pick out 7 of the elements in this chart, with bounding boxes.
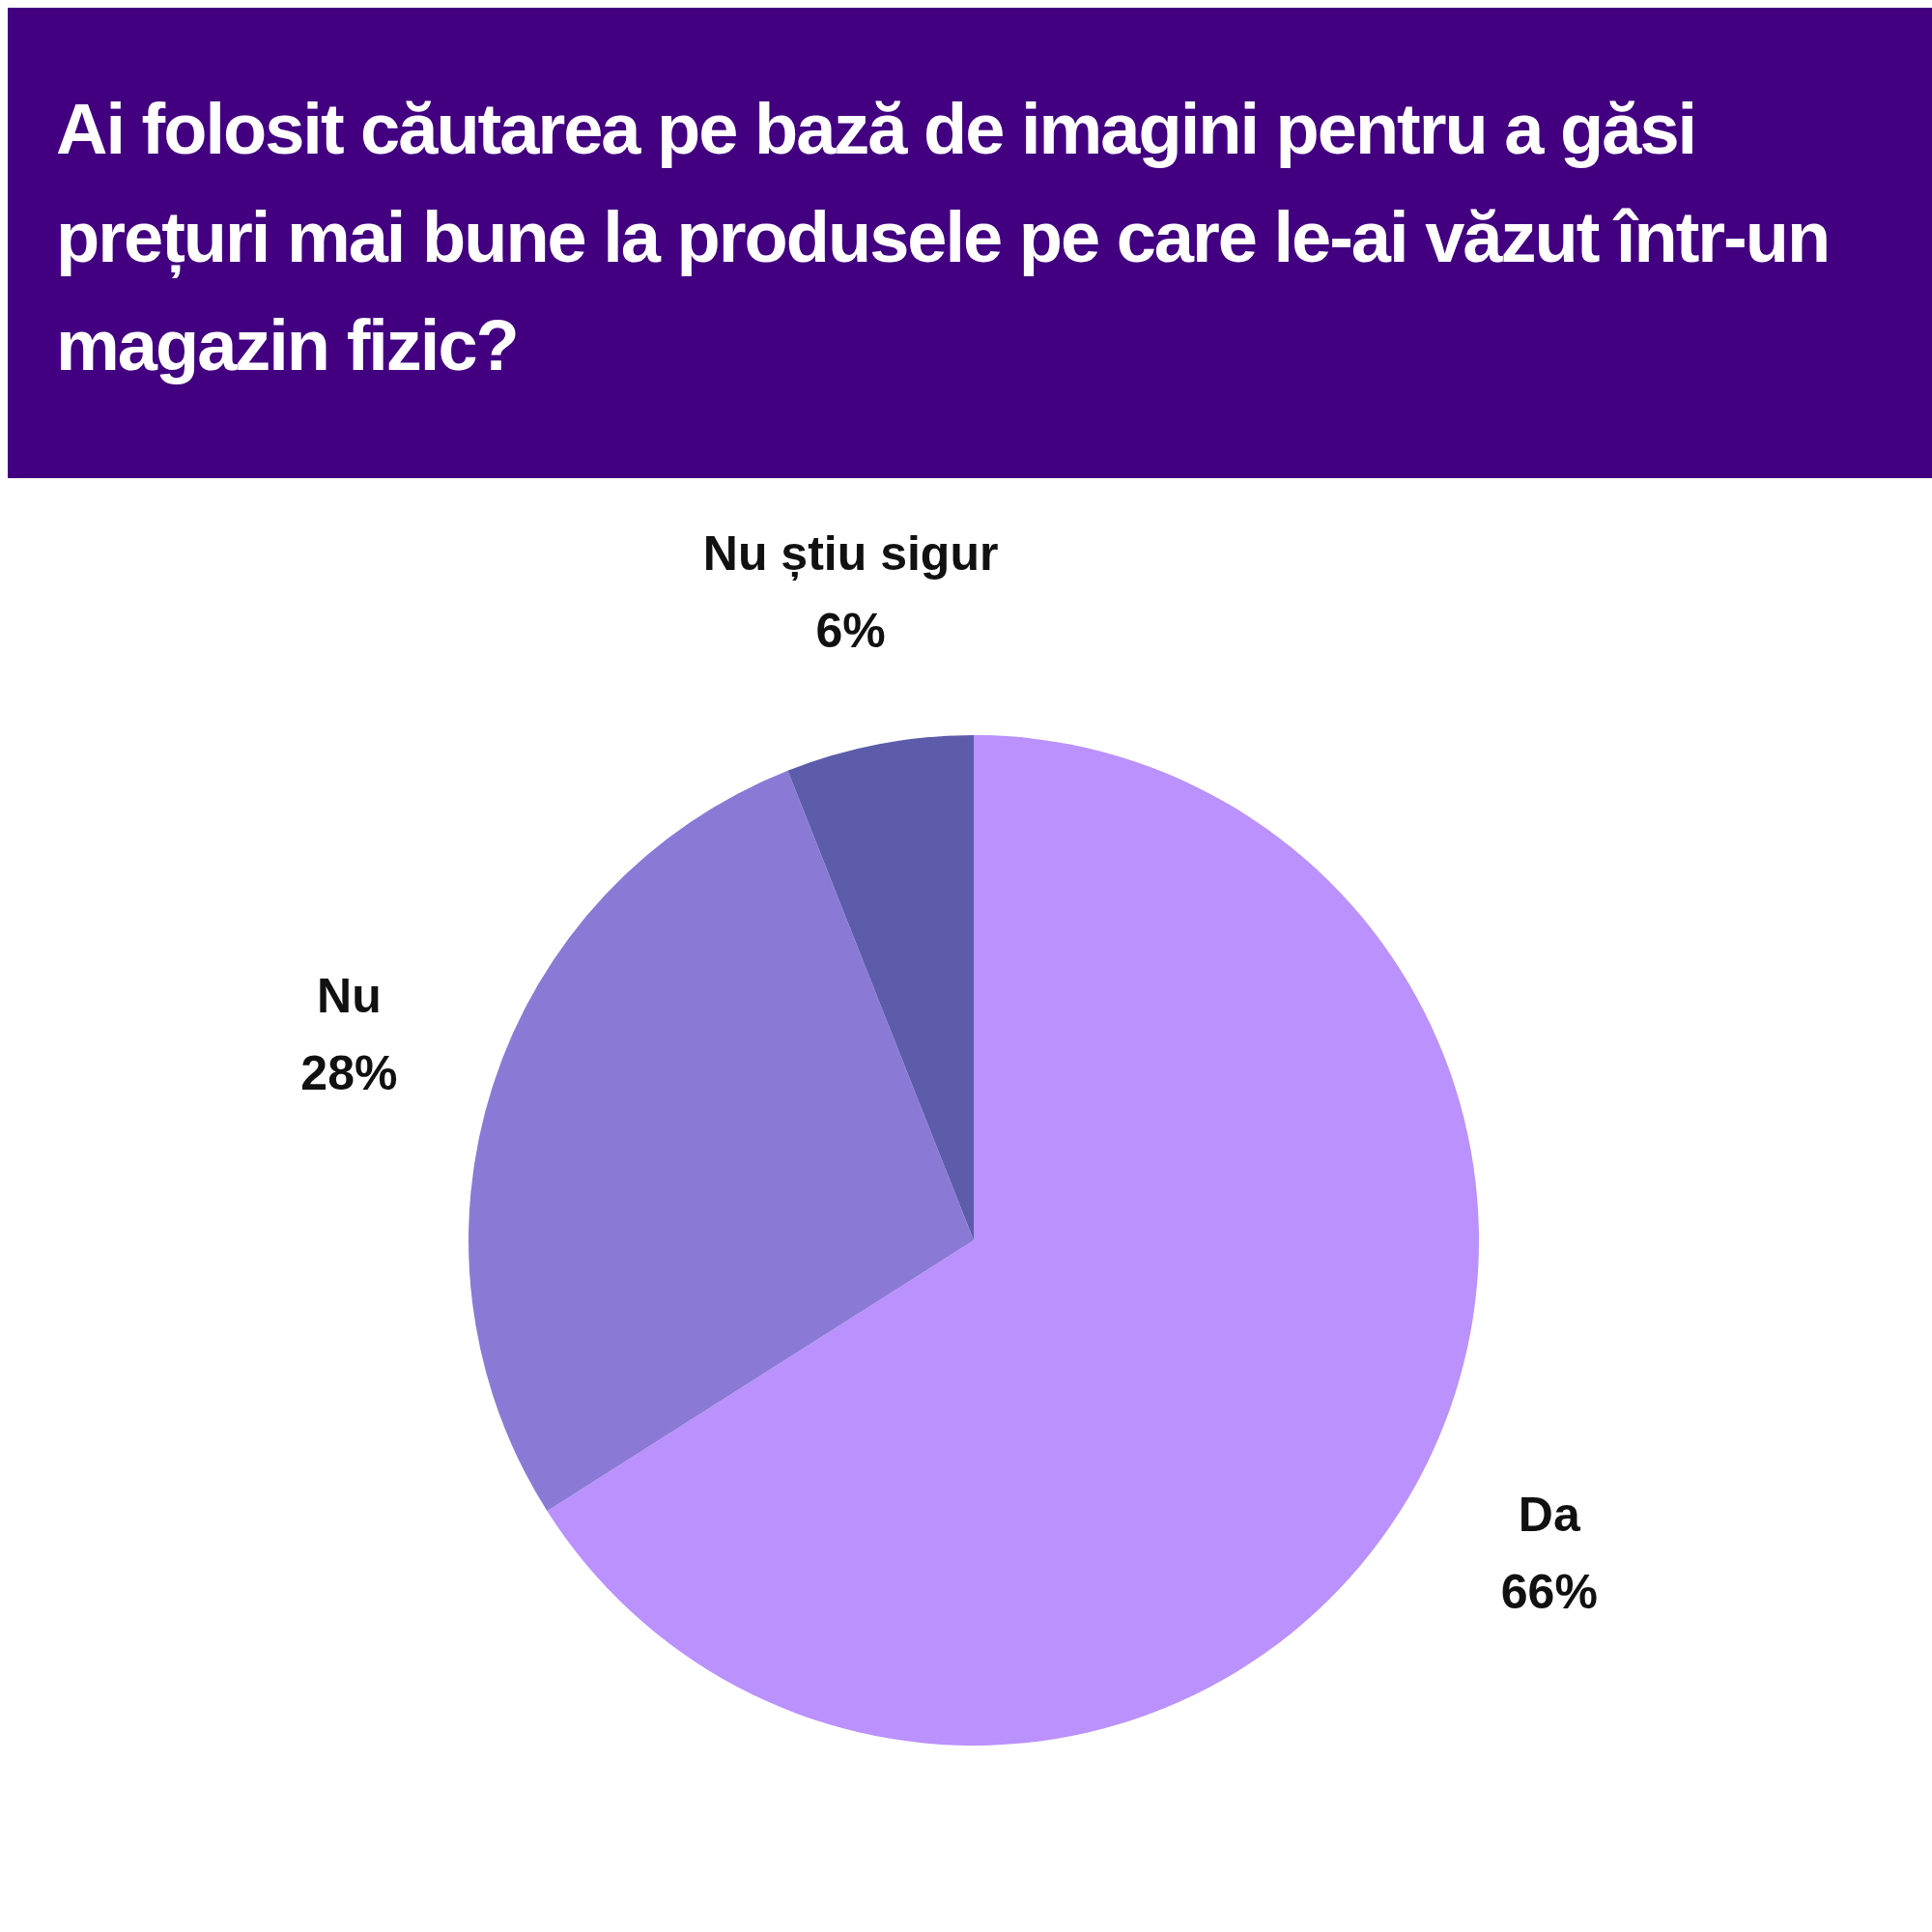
slice-label: Nu știu sigur bbox=[702, 526, 999, 581]
data-label: 6% bbox=[815, 603, 886, 658]
data-label: 66% bbox=[1500, 1565, 1598, 1620]
data-label: 28% bbox=[300, 1045, 398, 1100]
slice-label: Da bbox=[1518, 1488, 1581, 1543]
slice-label: Nu bbox=[317, 968, 382, 1023]
chart-title: Ai folosit căutarea pe bază de imagini pentru a găsi prețuri mai bune la produsele pe care le-ai văzut într-un magazin fizic? bbox=[56, 88, 1831, 387]
